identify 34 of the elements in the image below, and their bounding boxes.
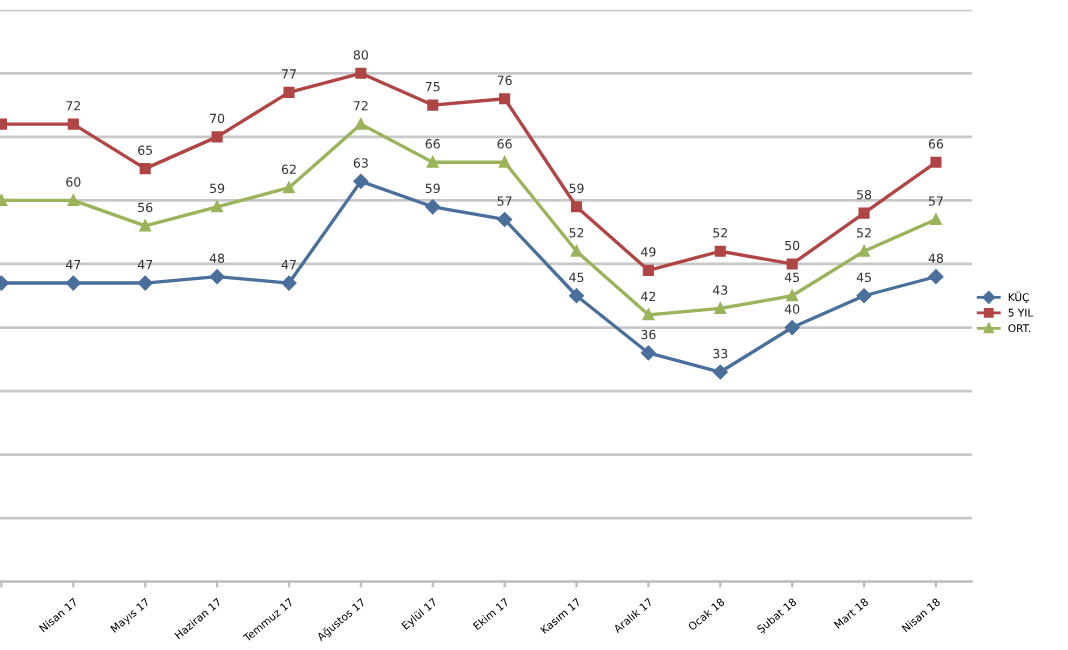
point — [425, 199, 441, 215]
point — [930, 156, 942, 168]
point — [713, 364, 728, 380]
point — [355, 118, 367, 130]
point — [499, 156, 511, 168]
point — [66, 275, 81, 291]
point — [856, 288, 872, 304]
point — [67, 194, 79, 206]
point — [928, 269, 944, 284]
point — [858, 207, 870, 219]
point — [281, 275, 297, 291]
point — [283, 86, 295, 98]
point — [570, 201, 583, 213]
point — [641, 345, 656, 361]
point — [786, 258, 798, 270]
point — [355, 67, 367, 79]
point — [784, 320, 800, 335]
point — [427, 156, 439, 168]
point — [139, 163, 151, 175]
point — [499, 93, 511, 105]
point — [714, 245, 726, 257]
point — [930, 213, 942, 226]
point — [714, 302, 726, 315]
point — [209, 269, 225, 284]
point — [497, 212, 512, 227]
point — [570, 245, 583, 257]
point — [137, 275, 153, 291]
point — [353, 174, 369, 189]
point — [427, 99, 439, 111]
point — [569, 288, 584, 304]
point — [211, 131, 223, 143]
point — [858, 245, 870, 257]
point — [67, 118, 79, 130]
point — [642, 264, 654, 276]
